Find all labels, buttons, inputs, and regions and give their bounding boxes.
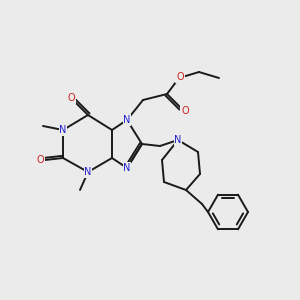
Text: N: N (84, 167, 92, 177)
Text: N: N (174, 135, 182, 145)
Text: O: O (36, 155, 44, 165)
Text: O: O (67, 93, 75, 103)
Text: O: O (176, 72, 184, 82)
Text: N: N (123, 163, 131, 173)
Text: N: N (59, 125, 67, 135)
Text: N: N (123, 115, 131, 125)
Text: O: O (181, 106, 189, 116)
